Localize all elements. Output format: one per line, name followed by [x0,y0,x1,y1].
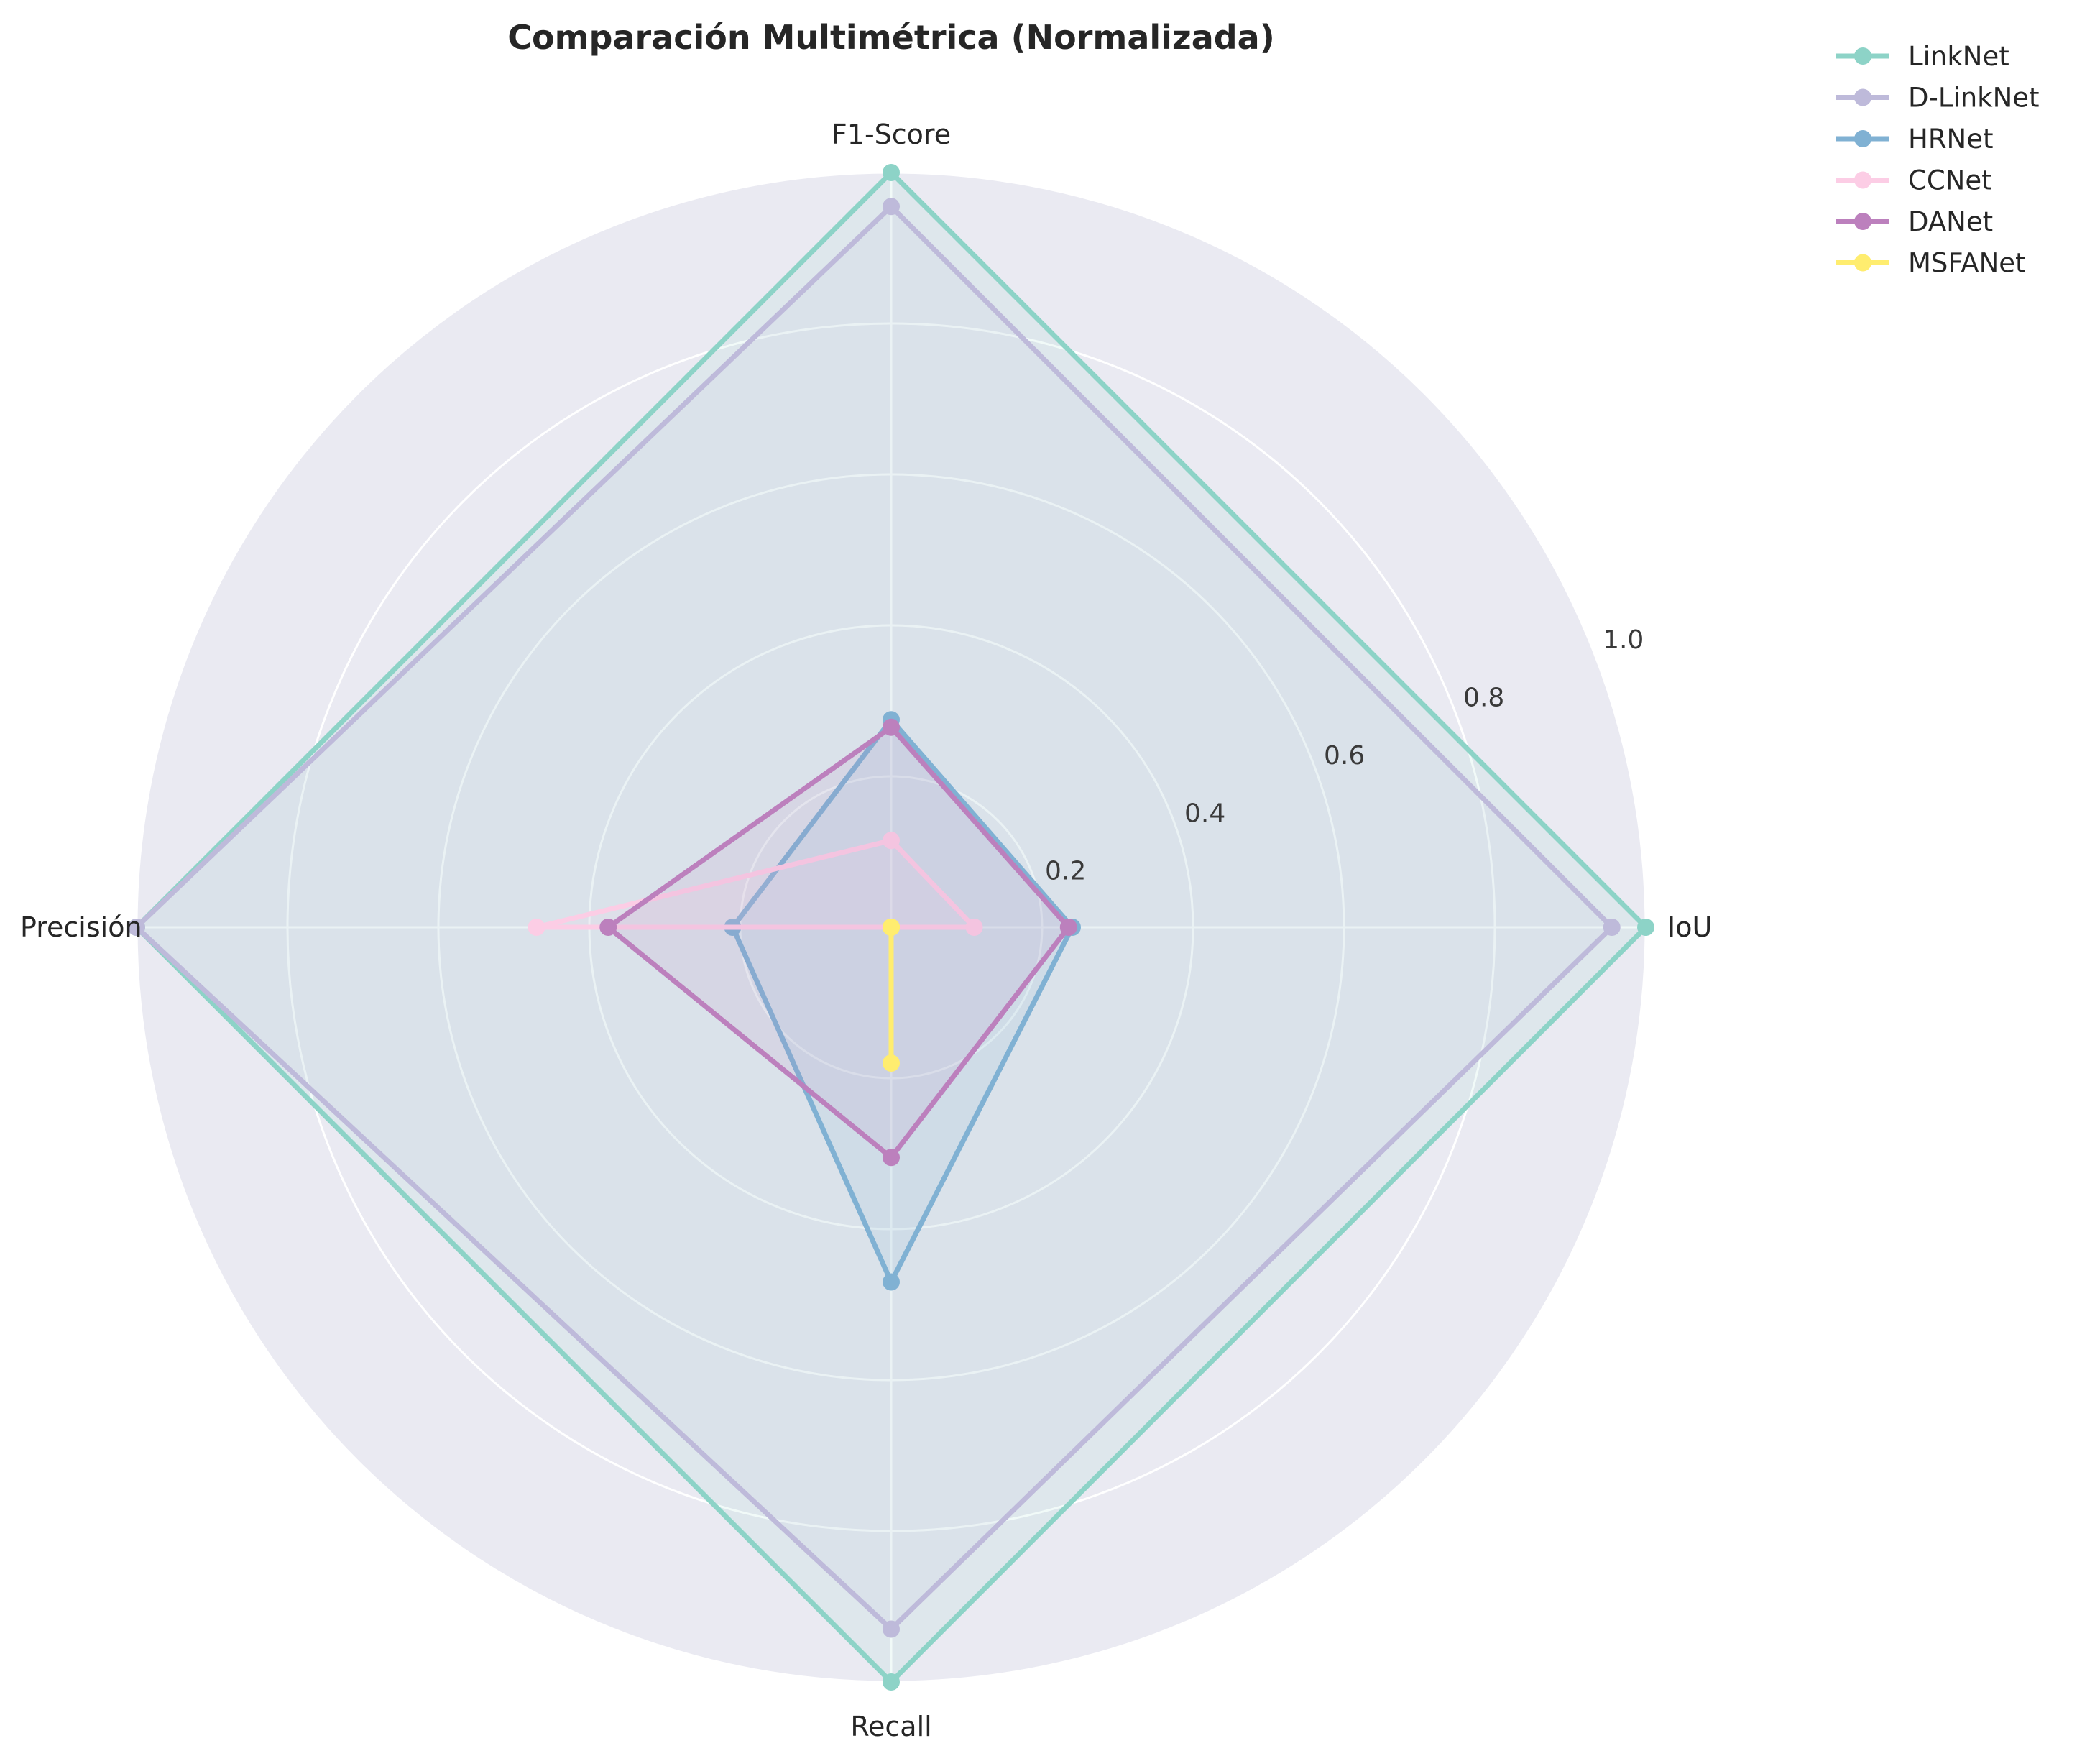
series-point [965,919,983,936]
series-d-linknet [128,198,1621,1638]
series-fill [536,840,975,927]
series-danet [599,718,1077,1167]
series-fill [137,206,1612,1629]
axis-label: Recall [850,1711,931,1742]
legend-marker [1854,130,1871,147]
legend-label: HRNet [1908,124,1993,155]
grid [135,171,1647,1683]
axis-label: F1-Score [832,119,951,150]
series-point [883,1054,900,1072]
series-point [883,919,900,936]
legend-entry: LinkNet [1836,41,2009,72]
series-point [883,1620,900,1638]
series-point [883,1149,900,1167]
legend-entry: DANet [1836,206,1993,237]
legend-marker [1854,213,1871,230]
series-point [1637,919,1654,936]
radial-tick-labels: 0.2 0.4 0.6 0.8 1.0 [1045,625,1644,886]
series-point [883,718,900,736]
axis-label: IoU [1667,911,1712,943]
series-point [528,919,545,936]
series-point [883,1273,900,1291]
series-layer [128,164,1654,1691]
legend-marker [1854,254,1871,272]
radial-tick-label: 1.0 [1603,625,1644,655]
legend-label: D-LinkNet [1908,83,2040,114]
radial-tick-label: 0.4 [1184,799,1225,828]
axis-labels: IoU F1-Score Precisión Recall [20,119,1712,1742]
series-point [128,919,145,936]
series-point [883,832,900,850]
radial-tick-label: 0.2 [1045,857,1086,886]
chart-title: Comparación Multimétrica (Normalizada) [507,18,1274,57]
legend-entry: CCNet [1836,165,1992,196]
legend-label: LinkNet [1908,41,2009,72]
legend-marker [1854,47,1871,65]
series-point [883,1673,900,1691]
radial-tick-label: 0.8 [1463,684,1504,713]
legend-entry: D-LinkNet [1836,83,2040,114]
legend-label: MSFANet [1908,248,2026,279]
radial-tick-label: 0.6 [1324,741,1365,771]
axis-label: Precisión [20,911,142,943]
series-point [883,198,900,216]
series-point [1059,919,1077,936]
series-point [883,164,900,181]
legend-label: DANet [1908,206,1993,237]
series-point [1603,919,1621,936]
legend-label: CCNet [1908,165,1992,196]
series-point [599,919,617,936]
legend-marker [1854,171,1871,189]
series-fill [608,727,1069,1158]
legend: LinkNet D-LinkNet HRNet CCNet DANet MSFANet [1836,41,2040,279]
legend-marker [1854,88,1871,106]
legend-entry: HRNet [1836,124,1993,155]
legend-entry: MSFANet [1836,248,2026,279]
series-msfanet [883,919,900,1072]
